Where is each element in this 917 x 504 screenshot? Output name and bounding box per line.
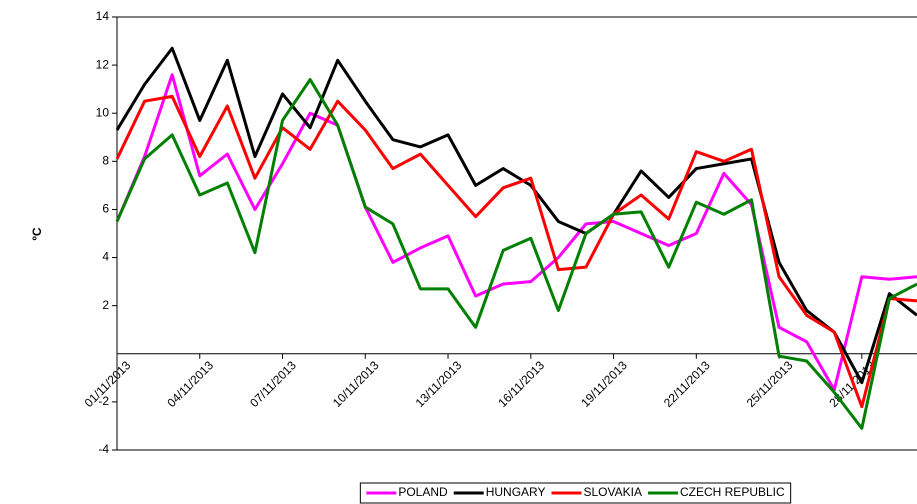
y-tick-label: 6 <box>102 202 109 216</box>
y-tick-label: 4 <box>102 250 109 264</box>
y-tick-label: 2 <box>102 298 109 312</box>
y-tick-label: 10 <box>96 105 110 119</box>
line-series <box>115 94 917 409</box>
legend-label: SLOVAKIA <box>583 485 641 499</box>
x-tick-label: 10/11/2013 <box>330 358 382 410</box>
y-tick-label: -4 <box>98 442 109 456</box>
legend-label: POLAND <box>398 485 448 499</box>
y-tick-label: 14 <box>96 9 110 23</box>
x-tick-label: 07/11/2013 <box>247 358 299 410</box>
x-tick-label: 25/11/2013 <box>744 358 796 410</box>
line-series <box>115 46 917 385</box>
y-tick-label: -2 <box>98 394 109 408</box>
legend-label: HUNGARY <box>486 485 546 499</box>
x-tick-label: 04/11/2013 <box>164 358 216 410</box>
y-axis-label: ºC <box>30 227 44 240</box>
x-tick-label: 16/11/2013 <box>495 358 547 410</box>
line-series <box>115 73 917 392</box>
x-tick-label: 19/11/2013 <box>578 358 630 410</box>
legend: POLAND HUNGARY SLOVAKIA CZECH REPUBLIC <box>359 482 792 504</box>
legend-label: CZECH REPUBLIC <box>680 485 785 499</box>
y-tick-label: 12 <box>96 57 110 71</box>
x-tick-label: 22/11/2013 <box>661 358 713 410</box>
line-series <box>115 78 917 430</box>
y-tick-label: 8 <box>102 154 109 168</box>
x-tick-label: 13/11/2013 <box>413 358 465 410</box>
